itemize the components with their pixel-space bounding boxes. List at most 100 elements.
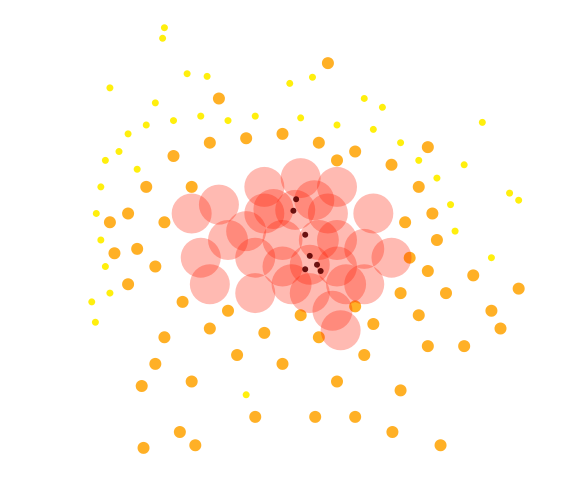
point	[280, 158, 321, 199]
point	[88, 298, 96, 306]
point	[203, 136, 216, 149]
point	[344, 228, 385, 269]
point	[308, 73, 316, 81]
point	[421, 141, 434, 154]
point	[262, 246, 303, 287]
point	[487, 254, 495, 262]
point	[137, 441, 150, 454]
point	[251, 112, 259, 120]
point	[506, 189, 514, 197]
point	[180, 237, 221, 278]
point	[515, 196, 523, 204]
point	[302, 266, 309, 273]
point	[317, 166, 357, 207]
point	[467, 269, 480, 282]
point	[173, 425, 186, 438]
point	[430, 234, 443, 246]
point	[385, 158, 398, 171]
point	[131, 242, 144, 255]
point	[101, 263, 109, 271]
point	[312, 331, 325, 344]
point	[297, 114, 305, 122]
point	[317, 220, 357, 260]
point	[371, 237, 412, 278]
point	[358, 349, 371, 361]
point	[317, 267, 324, 274]
point	[485, 304, 498, 317]
point	[394, 287, 407, 300]
point	[167, 149, 180, 162]
point	[158, 216, 171, 229]
point	[412, 180, 425, 193]
point	[314, 261, 321, 268]
point	[203, 322, 216, 335]
point	[451, 227, 459, 235]
point	[235, 237, 276, 278]
point	[412, 309, 425, 322]
point	[231, 349, 244, 361]
point	[302, 231, 309, 238]
point	[286, 79, 294, 87]
point	[101, 156, 109, 164]
point	[189, 264, 230, 305]
point	[262, 220, 303, 260]
point	[170, 117, 177, 125]
point	[309, 410, 322, 423]
point	[378, 103, 386, 111]
point	[367, 318, 380, 331]
point	[149, 260, 162, 273]
point	[512, 282, 525, 295]
point	[307, 193, 348, 234]
point	[242, 391, 250, 399]
point	[160, 24, 168, 32]
point	[494, 322, 507, 335]
point	[185, 180, 198, 193]
point	[106, 289, 114, 297]
point	[326, 264, 367, 305]
point	[478, 118, 486, 126]
point	[317, 246, 357, 287]
point	[369, 125, 377, 133]
point	[306, 252, 313, 259]
point	[159, 34, 167, 42]
point	[403, 251, 416, 264]
point	[91, 318, 99, 326]
point	[135, 379, 148, 392]
point	[176, 295, 189, 308]
point	[197, 112, 205, 120]
point	[122, 207, 135, 220]
point	[397, 139, 405, 147]
point	[434, 439, 447, 452]
point	[276, 127, 289, 140]
point	[140, 180, 153, 193]
point	[122, 278, 135, 291]
point	[240, 132, 253, 145]
point	[108, 247, 121, 260]
point	[353, 193, 394, 234]
point	[333, 121, 341, 129]
point	[189, 439, 202, 452]
point	[294, 180, 335, 221]
point	[349, 145, 362, 158]
point	[320, 310, 361, 351]
point	[198, 184, 239, 225]
point	[331, 375, 343, 388]
point	[344, 264, 385, 305]
point	[124, 130, 132, 138]
point	[399, 216, 412, 229]
point	[312, 136, 325, 149]
point	[415, 156, 423, 164]
point	[151, 99, 159, 107]
point	[226, 211, 267, 252]
point	[244, 193, 285, 234]
point	[433, 174, 441, 182]
point	[185, 375, 198, 388]
point	[103, 216, 116, 229]
point	[331, 154, 343, 167]
point	[349, 410, 362, 423]
point	[290, 207, 297, 214]
point	[349, 300, 362, 313]
point	[460, 161, 468, 169]
point	[208, 220, 248, 260]
